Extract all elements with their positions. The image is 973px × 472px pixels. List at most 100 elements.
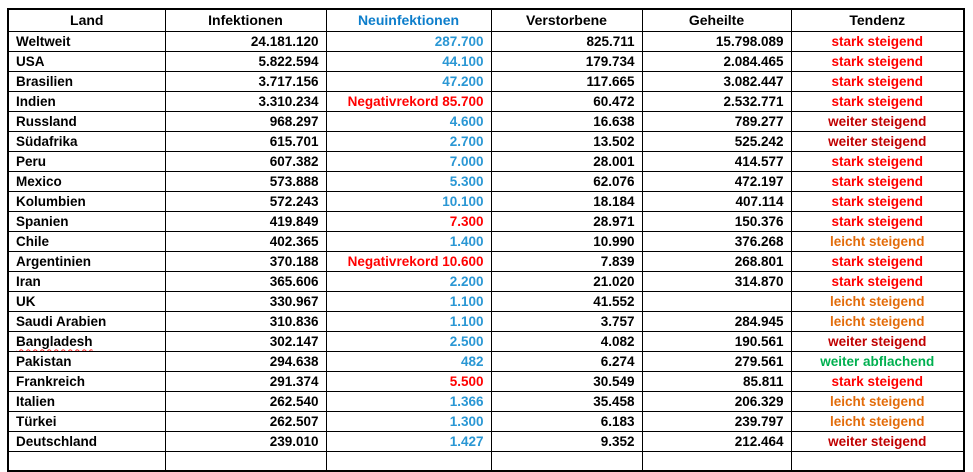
table-row-t-rkei: Türkei 262.507 1.300 6.183 239.797 leicht ste… [7,410,965,432]
cell-infektionen: 615.701 [164,130,327,152]
cell-neuinfektionen: 1.400 [325,230,492,252]
table-row-brasilien: Brasilien 3.717.156 47.200 117.665 3.082.447… [7,70,965,92]
cell-infektionen: 370.188 [164,250,327,272]
cell-tendenz: weiter steigend [790,330,965,352]
column-header-geheilte: Geheilte [641,8,792,32]
cell-geheilte [641,450,792,472]
cell-tendenz: stark steigend [790,170,965,192]
cell-tendenz: stark steigend [790,150,965,172]
cell-verstorbene: 30.549 [490,370,643,392]
cell-tendenz: stark steigend [790,50,965,72]
cell-geheilte: 414.577 [641,150,792,172]
cell-neuinfektionen: 1.300 [325,410,492,432]
table-row-spanien: Spanien 419.849 7.300 28.971 150.376 stark st… [7,210,965,232]
cell-verstorbene: 18.184 [490,190,643,212]
cell-neuinfektionen: 1.427 [325,430,492,452]
cell-infektionen: 330.967 [164,290,327,312]
cell-neuinfektionen: 2.500 [325,330,492,352]
cell-tendenz: stark steigend [790,70,965,92]
column-header-tendenz: Tendenz [790,8,965,32]
cell-infektionen: 262.540 [164,390,327,412]
table-row-peru: Peru 607.382 7.000 28.001 414.577 stark steig… [7,150,965,172]
cell-land: Indien [7,90,166,112]
cell-tendenz: leicht steigend [790,230,965,252]
table-row-indien: Indien 3.310.234 Negativrekord 85.700 60.47… [7,90,965,112]
header-row: Land Infektionen Neuinfektionen Verstorbene… [7,8,965,32]
cell-land: Weltweit [7,30,166,52]
cell-verstorbene: 9.352 [490,430,643,452]
cell-infektionen [164,450,327,472]
cell-infektionen: 291.374 [164,370,327,392]
cell-neuinfektionen: 4.600 [325,110,492,132]
table-row-frankreich: Frankreich 291.374 5.500 30.549 85.811 stark … [7,370,965,392]
table-row-bangladesh: Bangladesh 302.147 2.500 4.082 190.561 weiter… [7,330,965,352]
cell-neuinfektionen: 44.100 [325,50,492,72]
cell-infektionen: 294.638 [164,350,327,372]
cell-geheilte: 525.242 [641,130,792,152]
table-row-kolumbien: Kolumbien 572.243 10.100 18.184 407.114 stark… [7,190,965,212]
cell-verstorbene: 28.001 [490,150,643,172]
cell-geheilte: 2.532.771 [641,90,792,112]
cell-geheilte: 150.376 [641,210,792,232]
cell-verstorbene: 4.082 [490,330,643,352]
table-body: Weltweit 24.181.120 287.700 825.711 15.798.0… [7,30,965,472]
cell-neuinfektionen: Negativrekord 85.700 [325,90,492,112]
cell-verstorbene: 10.990 [490,230,643,252]
cell-land: Italien [7,390,166,412]
table-row-pakistan: Pakistan 294.638 482 6.274 279.561 weiter abf… [7,350,965,372]
cell-tendenz: leicht steigend [790,390,965,412]
cell-neuinfektionen: 482 [325,350,492,372]
cell-infektionen: 607.382 [164,150,327,172]
cell-infektionen: 419.849 [164,210,327,232]
cell-tendenz: stark steigend [790,90,965,112]
cell-land: Spanien [7,210,166,232]
cell-land: Peru [7,150,166,172]
table-row-weltweit: Weltweit 24.181.120 287.700 825.711 15.798.0… [7,30,965,52]
cell-tendenz: stark steigend [790,210,965,232]
cell-tendenz: leicht steigend [790,290,965,312]
table-row-iran: Iran 365.606 2.200 21.020 314.870 stark steig… [7,270,965,292]
cell-tendenz: stark steigend [790,190,965,212]
column-header-land: Land [7,8,166,32]
cell-neuinfektionen: 2.200 [325,270,492,292]
cell-verstorbene: 3.757 [490,310,643,332]
cell-infektionen: 24.181.120 [164,30,327,52]
cell-geheilte: 3.082.447 [641,70,792,92]
cell-geheilte [641,290,792,312]
cell-tendenz [790,450,965,472]
cell-land [7,450,166,472]
cell-land: Saudi Arabien [7,310,166,332]
cell-infektionen: 3.717.156 [164,70,327,92]
cell-infektionen: 572.243 [164,190,327,212]
cell-verstorbene: 7.839 [490,250,643,272]
cell-verstorbene: 60.472 [490,90,643,112]
cell-neuinfektionen: 5.500 [325,370,492,392]
cell-land: Argentinien [7,250,166,272]
cell-verstorbene: 28.971 [490,210,643,232]
cell-verstorbene: 6.274 [490,350,643,372]
cell-neuinfektionen: 1.366 [325,390,492,412]
cell-tendenz: weiter abflachend [790,350,965,372]
cell-geheilte: 268.801 [641,250,792,272]
cell-verstorbene: 6.183 [490,410,643,432]
cell-geheilte: 212.464 [641,430,792,452]
cell-infektionen: 5.822.594 [164,50,327,72]
cell-geheilte: 376.268 [641,230,792,252]
cell-neuinfektionen: 10.100 [325,190,492,212]
cell-land: Mexico [7,170,166,192]
cell-infektionen: 968.297 [164,110,327,132]
cell-geheilte: 15.798.089 [641,30,792,52]
cell-geheilte: 789.277 [641,110,792,132]
column-header-verstorbene: Verstorbene [490,8,643,32]
cell-land: Frankreich [7,370,166,392]
cell-verstorbene: 179.734 [490,50,643,72]
cell-verstorbene [490,450,643,472]
table-row-russland: Russland 968.297 4.600 16.638 789.277 weiter … [7,110,965,132]
cell-land: Pakistan [7,350,166,372]
cell-land: USA [7,50,166,72]
cell-neuinfektionen: 7.000 [325,150,492,172]
cell-land: Deutschland [7,430,166,452]
table-row-argentinien: Argentinien 370.188 Negativrekord 10.600 7.… [7,250,965,272]
cell-land: Kolumbien [7,190,166,212]
cell-neuinfektionen: 1.100 [325,310,492,332]
